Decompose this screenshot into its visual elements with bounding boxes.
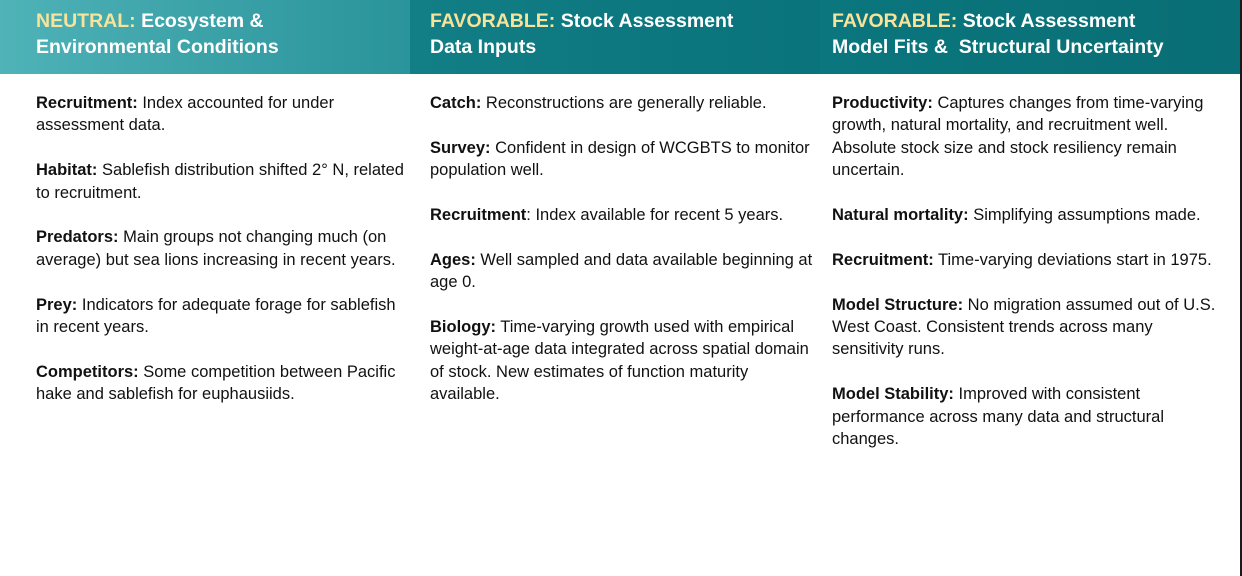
item-text: Time-varying growth used with empirical … (430, 318, 809, 404)
list-item: Biology: Time-varying growth used with e… (430, 316, 814, 406)
list-item: Habitat: Sablefish distribution shifted … (36, 159, 404, 204)
item-term: Habitat: (36, 161, 98, 180)
list-item: Recruitment: Index accounted for under a… (36, 92, 404, 137)
column-ecosystem: Recruitment: Index accounted for under a… (0, 74, 410, 473)
header-title-1: Stock Assessment (560, 10, 734, 32)
item-text: : Index available for recent 5 years. (526, 206, 784, 224)
item-term: Model Structure: (832, 295, 964, 314)
list-item: Predators: Main groups not changing much… (36, 226, 404, 271)
item-term: Ages: (430, 250, 476, 269)
header-line1: FAVORABLE: Stock Assessment (832, 8, 1240, 34)
item-term: Predators: (36, 228, 119, 247)
header-title-2: Environmental Conditions (36, 36, 279, 58)
header-title-1: Stock Assessment (962, 10, 1136, 32)
status-label: FAVORABLE: (832, 10, 958, 32)
header-row: NEUTRAL: Ecosystem & Environmental Condi… (0, 0, 1240, 74)
item-text: Simplifying assumptions made. (968, 206, 1201, 225)
item-text: Confident in design of WCGBTS to monitor… (430, 138, 810, 180)
header-title-1: Ecosystem & (141, 10, 264, 32)
list-item: Ages: Well sampled and data available be… (430, 249, 814, 294)
item-term: Biology: (430, 318, 496, 336)
item-term: Prey: (36, 295, 78, 314)
header-title-2: Model Fits & Structural Uncertainty (832, 36, 1164, 58)
item-text: Improved with consistent performance acr… (832, 385, 1164, 449)
status-label: NEUTRAL: (36, 10, 136, 32)
item-term: Recruitment (430, 206, 527, 224)
list-item: Natural mortality: Simplifying assumptio… (832, 204, 1220, 226)
item-text: Some competition between Pacific hake an… (36, 362, 396, 404)
header-line1: FAVORABLE: Stock Assessment (430, 8, 820, 34)
item-term: Natural mortality: (832, 206, 969, 225)
item-text: No migration assumed out of U.S. West Co… (832, 295, 1216, 359)
item-text: Time-varying deviations start in 1975. (933, 250, 1212, 269)
list-item: Model Structure: No migration assumed ou… (832, 294, 1220, 361)
header-data-inputs: FAVORABLE: Stock Assessment Data Inputs (410, 0, 820, 74)
list-item: Recruitment: Index available for recent … (430, 204, 814, 226)
header-line1: NEUTRAL: Ecosystem & (36, 8, 410, 34)
item-text: Well sampled and data available beginnin… (430, 250, 813, 292)
item-term: Catch: (430, 94, 482, 112)
item-text: Index accounted for under assessment dat… (36, 94, 335, 135)
item-term: Recruitment: (832, 250, 934, 269)
item-term: Model Stability: (832, 385, 954, 404)
list-item: Catch: Reconstructions are generally rel… (430, 92, 814, 114)
item-text: Sablefish distribution shifted 2° N, rel… (36, 161, 404, 202)
item-text: Main groups not changing much (on averag… (36, 228, 396, 269)
list-item: Recruitment: Time-varying deviations sta… (832, 249, 1220, 271)
item-text: Reconstructions are generally reliable. (481, 94, 767, 112)
list-item: Prey: Indicators for adequate forage for… (36, 294, 404, 339)
column-model-fits: Productivity: Captures changes from time… (820, 74, 1240, 473)
status-label: FAVORABLE: (430, 10, 556, 32)
header-title-2: Data Inputs (430, 36, 537, 58)
list-item: Competitors: Some competition between Pa… (36, 361, 404, 406)
column-data-inputs: Catch: Reconstructions are generally rel… (410, 74, 820, 473)
list-item: Productivity: Captures changes from time… (832, 92, 1220, 182)
item-term: Survey: (430, 138, 491, 157)
list-item: Survey: Confident in design of WCGBTS to… (430, 137, 814, 182)
item-text: Captures changes from time-varying growt… (832, 94, 1204, 180)
body-row: Recruitment: Index accounted for under a… (0, 74, 1240, 473)
header-ecosystem: NEUTRAL: Ecosystem & Environmental Condi… (0, 0, 410, 74)
item-term: Competitors: (36, 362, 139, 381)
list-item: Model Stability: Improved with consisten… (832, 383, 1220, 450)
item-text: Indicators for adequate forage for sable… (36, 295, 396, 337)
item-term: Recruitment: (36, 94, 138, 112)
item-term: Productivity: (832, 94, 933, 112)
header-model-fits: FAVORABLE: Stock Assessment Model Fits &… (820, 0, 1240, 74)
